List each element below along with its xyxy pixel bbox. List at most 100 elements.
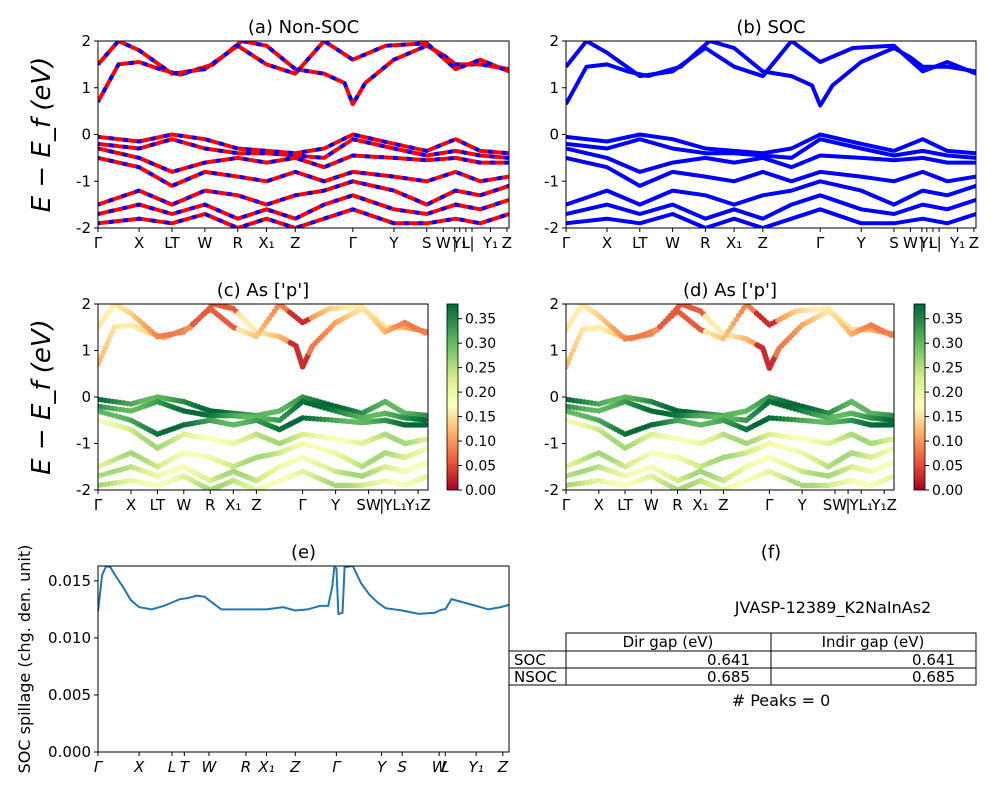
- x-tick-label: YL₁: [848, 496, 873, 514]
- panel-title: (b) SOC: [736, 17, 805, 38]
- x-tick-label: R: [205, 496, 215, 514]
- band-line: [566, 41, 976, 79]
- panel-title: (a) Non-SOC: [248, 17, 359, 38]
- y-tick-label: 2: [549, 295, 559, 313]
- peaks-label: # Peaks = 0: [732, 691, 831, 710]
- band-point: [888, 412, 894, 419]
- x-tick-label: Z: [502, 234, 512, 252]
- band-point: [888, 446, 894, 452]
- x-tick-label: Γ: [765, 496, 774, 514]
- table-cell: 0.685: [912, 668, 955, 686]
- y-axis-label: SOC spillage (chg. den. unit): [15, 545, 34, 774]
- x-tick-label: LT: [632, 234, 648, 252]
- table-row-label: SOC: [514, 651, 546, 669]
- table-row-label: NSOC: [514, 668, 557, 686]
- band-point: [422, 412, 428, 419]
- y-tick-label: -2: [544, 219, 559, 237]
- band-point: [422, 417, 428, 423]
- band-point: [574, 339, 580, 345]
- y-tick-label: -2: [76, 219, 91, 237]
- panel-f: (f) JVASP-12389_K2NaInAs2 Dir gap (eV) I…: [508, 542, 977, 710]
- x-tick-label: X₁: [726, 234, 742, 252]
- colorbar-tick-label: 0.35: [465, 312, 496, 328]
- band-point: [98, 353, 105, 360]
- y-tick-label: -1: [544, 435, 559, 453]
- colorbar-tick-label: 0.05: [465, 459, 496, 475]
- x-tick-label: LT: [150, 496, 166, 514]
- colorbar-tick-label: 0.10: [465, 434, 496, 450]
- band-line: [98, 41, 509, 107]
- band-point: [888, 422, 894, 428]
- band-line-overlay: [98, 41, 509, 109]
- colorbar-tick-label: 0.20: [932, 385, 963, 401]
- x-tick-label: L: [929, 234, 938, 252]
- x-tick-label: |: [469, 234, 474, 252]
- y-axis-label: E − E_f (eV): [27, 319, 57, 475]
- x-tick-label: LT: [617, 496, 633, 514]
- x-tick-label: W: [197, 234, 212, 252]
- x-tick-label: Γ: [349, 234, 358, 252]
- x-tick-label: Y: [797, 496, 808, 514]
- x-tick-label: R: [233, 234, 243, 252]
- x-tick-label: X₁: [257, 758, 274, 776]
- y-tick-label: 1: [549, 79, 559, 97]
- y-tick-label: 2: [81, 32, 91, 50]
- band-point: [566, 364, 569, 370]
- x-tick-label: Γ: [94, 758, 104, 776]
- x-tick-label: LT: [164, 234, 180, 252]
- x-tick-label: |: [919, 234, 924, 252]
- table-header-indir: Indir gap (eV): [822, 633, 925, 651]
- x-tick-label: Y₁Z: [404, 496, 430, 514]
- x-tick-label: R: [700, 234, 710, 252]
- x-tick-label: X: [126, 496, 136, 514]
- y-axis-label: E − E_f (eV): [27, 57, 57, 213]
- x-tick-label: SW: [356, 496, 381, 514]
- panel-c: 0.00 0.05 0.10 0.15 0.20 0.25 0.30 0.35 -2 -1 0 1 2 Γ…: [27, 280, 496, 514]
- band-point: [422, 460, 428, 466]
- x-tick-label: Y: [330, 496, 341, 514]
- x-tick-label: S: [397, 758, 407, 776]
- x-tick-label: Z: [969, 234, 979, 252]
- y-tick-label: 0.010: [48, 629, 91, 647]
- band-line: [98, 207, 509, 228]
- x-tick-label: Y₁: [482, 234, 498, 252]
- x-tick-label: Y₁: [949, 234, 965, 252]
- y-tick-label: 0: [549, 126, 559, 144]
- x-tick-label: L: [441, 758, 449, 776]
- panel-d: 0.00 0.05 0.10 0.15 0.20 0.25 0.30 0.35 -2 -1 0 1 2 Γ…: [544, 280, 963, 514]
- colorbar-tick-label: 0.30: [465, 336, 496, 352]
- colorbar-tick-label: 0.30: [932, 336, 963, 352]
- x-tick-label: W: [665, 234, 680, 252]
- x-tick-label: W: [903, 234, 918, 252]
- x-tick-label: R: [241, 758, 251, 776]
- y-tick-label: 0: [81, 126, 91, 144]
- panel-title: (c) As ['p']: [217, 280, 309, 301]
- band-line-overlay: [98, 155, 509, 189]
- y-tick-label: 2: [81, 295, 91, 313]
- band-line-overlay: [98, 179, 509, 207]
- y-tick-label: -1: [76, 435, 91, 453]
- band-point: [888, 460, 894, 466]
- band-point: [568, 351, 575, 358]
- band-point: [888, 417, 894, 423]
- band-line: [566, 179, 976, 207]
- band-line: [566, 132, 976, 156]
- x-tick-label: X: [602, 234, 612, 252]
- band-line-overlay: [98, 193, 509, 221]
- colorbar-tick-label: 0.05: [932, 459, 963, 475]
- x-tick-label: Y₁Z: [870, 496, 896, 514]
- x-tick-label: T: [180, 758, 191, 776]
- x-tick-label: Y₁: [918, 234, 934, 252]
- x-tick-label: Y: [388, 234, 399, 252]
- spillage-line: [98, 566, 509, 616]
- band-line-overlay: [98, 146, 509, 175]
- plot-area: [98, 304, 428, 490]
- colorbar-tick-label: 0.10: [932, 434, 963, 450]
- colorbar-tick-label: 0.15: [932, 410, 963, 426]
- band-point: [888, 436, 894, 443]
- table-cell: 0.641: [707, 651, 750, 669]
- y-tick-label: 0.005: [48, 686, 91, 704]
- x-tick-label: |: [937, 234, 942, 252]
